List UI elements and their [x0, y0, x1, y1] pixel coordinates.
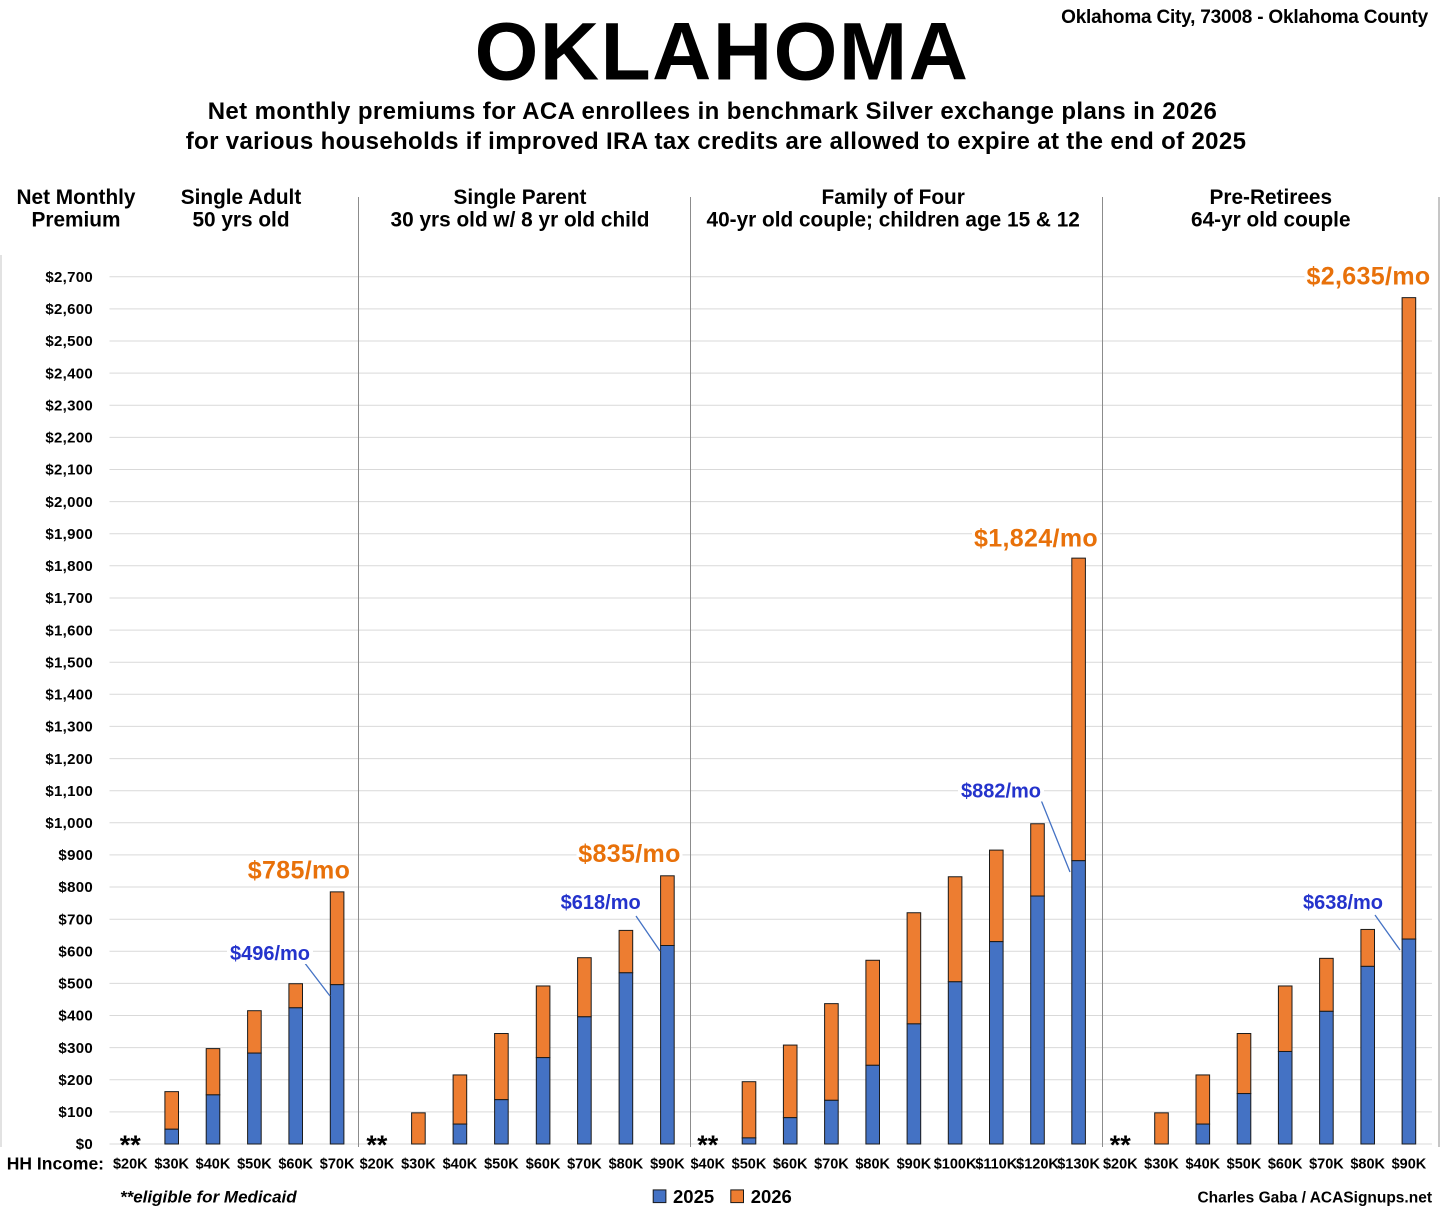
svg-text:$40K: $40K	[690, 1157, 725, 1173]
svg-text:$2,200: $2,200	[45, 430, 93, 447]
svg-text:$835/mo: $835/mo	[578, 840, 681, 868]
svg-text:$200: $200	[58, 1072, 93, 1089]
svg-text:Family of Four: Family of Four	[822, 186, 965, 209]
svg-text:$50K: $50K	[237, 1157, 272, 1173]
svg-text:Oklahoma City, 73008 - Oklahom: Oklahoma City, 73008 - Oklahoma County	[1061, 7, 1429, 28]
svg-text:$90K: $90K	[1392, 1157, 1427, 1173]
svg-text:$1,900: $1,900	[45, 526, 93, 543]
svg-text:$900: $900	[58, 847, 93, 864]
svg-text:$618/mo: $618/mo	[561, 892, 641, 914]
svg-text:$400: $400	[58, 1008, 93, 1025]
svg-text:**: **	[697, 1130, 719, 1160]
svg-text:$40K: $40K	[443, 1157, 478, 1173]
svg-text:$785/mo: $785/mo	[248, 856, 351, 884]
svg-text:$20K: $20K	[1103, 1157, 1138, 1173]
svg-text:$50K: $50K	[1227, 1157, 1262, 1173]
svg-text:$100: $100	[58, 1104, 93, 1121]
svg-text:$80K: $80K	[855, 1157, 890, 1173]
svg-text:$20K: $20K	[360, 1157, 395, 1173]
svg-text:Net monthly premiums for ACA e: Net monthly premiums for ACA enrollees i…	[208, 98, 1218, 125]
svg-text:$2,300: $2,300	[45, 397, 93, 414]
svg-text:$1,400: $1,400	[45, 687, 93, 704]
svg-text:$1,000: $1,000	[45, 815, 93, 832]
svg-text:$2,500: $2,500	[45, 333, 93, 350]
svg-text:OKLAHOMA: OKLAHOMA	[475, 7, 970, 98]
svg-text:$60K: $60K	[526, 1157, 561, 1173]
svg-text:$600: $600	[58, 944, 93, 961]
svg-text:$800: $800	[58, 879, 93, 896]
svg-text:$60K: $60K	[278, 1157, 313, 1173]
svg-text:Net Monthly: Net Monthly	[17, 186, 136, 209]
svg-text:$2,600: $2,600	[45, 301, 93, 318]
svg-text:40-yr old couple; children age: 40-yr old couple; children age 15 & 12	[707, 209, 1080, 232]
svg-text:**: **	[120, 1130, 142, 1160]
svg-text:$60K: $60K	[773, 1157, 808, 1173]
svg-text:$638/mo: $638/mo	[1303, 892, 1383, 914]
svg-text:$1,500: $1,500	[45, 654, 93, 671]
svg-text:Charles Gaba / ACASignups.net: Charles Gaba / ACASignups.net	[1197, 1190, 1432, 1207]
svg-text:$1,100: $1,100	[45, 783, 93, 800]
svg-text:$2,700: $2,700	[45, 269, 93, 286]
svg-text:$882/mo: $882/mo	[961, 781, 1041, 803]
svg-text:$90K: $90K	[650, 1157, 685, 1173]
svg-text:$700: $700	[58, 911, 93, 928]
svg-text:$80K: $80K	[1350, 1157, 1385, 1173]
svg-text:$500: $500	[58, 976, 93, 993]
svg-text:HH Income:: HH Income:	[7, 1154, 104, 1174]
svg-text:Premium: Premium	[32, 209, 121, 232]
svg-text:2026: 2026	[751, 1186, 792, 1207]
svg-text:$1,300: $1,300	[45, 719, 93, 736]
svg-text:30 yrs old w/ 8 yr old child: 30 yrs old w/ 8 yr old child	[391, 209, 650, 232]
svg-text:$130K: $130K	[1057, 1157, 1100, 1173]
svg-text:$100K: $100K	[934, 1157, 977, 1173]
svg-text:$50K: $50K	[732, 1157, 767, 1173]
svg-text:$30K: $30K	[154, 1157, 189, 1173]
svg-text:**: **	[1110, 1130, 1132, 1160]
svg-text:$1,200: $1,200	[45, 751, 93, 768]
svg-text:**: **	[366, 1130, 388, 1160]
svg-text:$20K: $20K	[113, 1157, 148, 1173]
svg-text:$30K: $30K	[1144, 1157, 1179, 1173]
svg-text:$1,700: $1,700	[45, 590, 93, 607]
svg-text:$40K: $40K	[196, 1157, 231, 1173]
svg-text:$70K: $70K	[1309, 1157, 1344, 1173]
svg-text:$70K: $70K	[814, 1157, 849, 1173]
svg-text:$1,800: $1,800	[45, 558, 93, 575]
svg-text:$50K: $50K	[484, 1157, 519, 1173]
svg-text:$300: $300	[58, 1040, 93, 1057]
svg-text:Single Parent: Single Parent	[454, 186, 587, 209]
svg-text:$120K: $120K	[1016, 1157, 1059, 1173]
svg-text:$40K: $40K	[1185, 1157, 1220, 1173]
svg-text:$70K: $70K	[567, 1157, 602, 1173]
svg-text:$2,635/mo: $2,635/mo	[1306, 262, 1430, 290]
svg-text:$2,100: $2,100	[45, 462, 93, 479]
svg-text:$90K: $90K	[897, 1157, 932, 1173]
svg-text:for various households if impr: for various households if improved IRA t…	[186, 128, 1247, 155]
svg-text:$1,824/mo: $1,824/mo	[974, 524, 1098, 552]
svg-text:$80K: $80K	[609, 1157, 644, 1173]
svg-text:50 yrs old: 50 yrs old	[192, 209, 289, 232]
svg-text:$0: $0	[76, 1136, 93, 1153]
svg-text:**eligible for Medicaid: **eligible for Medicaid	[120, 1188, 297, 1207]
svg-text:Pre-Retirees: Pre-Retirees	[1210, 186, 1333, 209]
svg-text:$110K: $110K	[975, 1157, 1017, 1173]
svg-text:$2,000: $2,000	[45, 494, 93, 511]
svg-text:Single Adult: Single Adult	[181, 186, 302, 209]
svg-text:$2,400: $2,400	[45, 365, 93, 382]
svg-text:2025: 2025	[673, 1186, 714, 1207]
svg-text:$1,600: $1,600	[45, 622, 93, 639]
svg-text:$496/mo: $496/mo	[230, 943, 310, 965]
svg-text:$60K: $60K	[1268, 1157, 1303, 1173]
svg-text:$30K: $30K	[401, 1157, 436, 1173]
svg-text:$70K: $70K	[320, 1157, 355, 1173]
svg-text:64-yr old couple: 64-yr old couple	[1191, 209, 1350, 232]
